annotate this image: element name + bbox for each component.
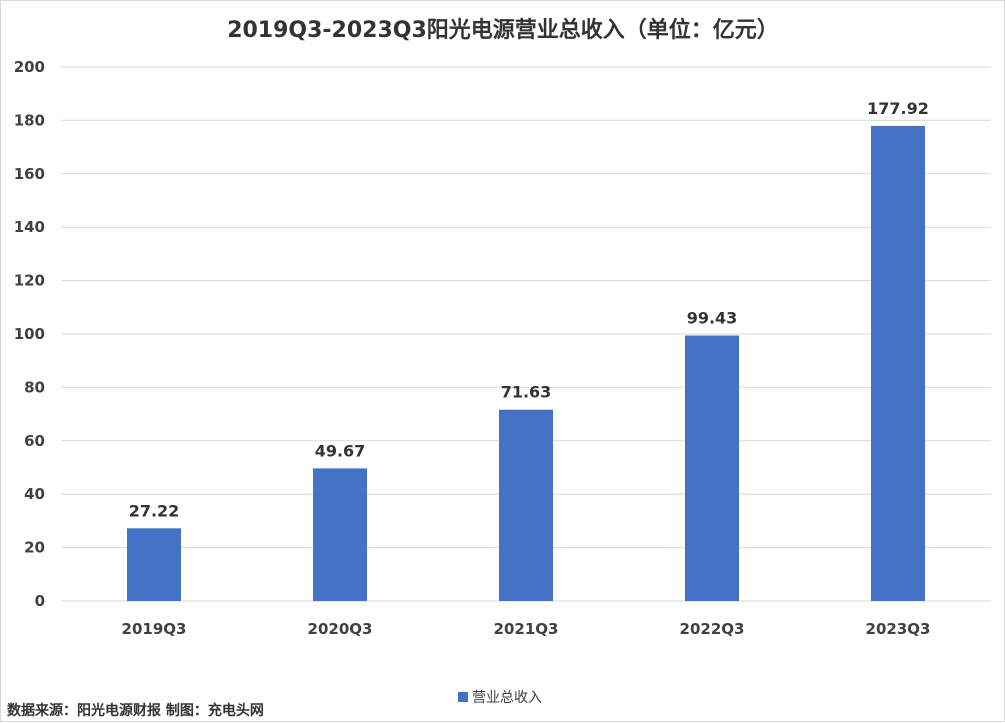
x-tick-label: 2021Q3	[494, 620, 559, 638]
y-tick-label: 140	[14, 218, 45, 236]
y-tick-label: 200	[14, 58, 45, 76]
gridlines	[61, 66, 991, 602]
y-tick-label: 100	[14, 325, 45, 343]
y-axis-tick-labels: 0 20 40 60 80 100 120 140 160 180 200	[14, 58, 45, 610]
legend-label: 营业总收入	[472, 690, 542, 706]
x-tick-label: 2022Q3	[680, 620, 745, 638]
bar-2019Q3[interactable]	[127, 528, 181, 601]
x-tick-label: 2023Q3	[866, 620, 931, 638]
bar-2020Q3[interactable]	[313, 468, 367, 601]
y-tick-label: 120	[14, 272, 45, 290]
bar-2021Q3[interactable]	[499, 409, 553, 601]
bar-2023Q3[interactable]	[871, 125, 925, 601]
data-label-2019Q3: 27.22	[129, 501, 180, 520]
bars	[127, 125, 925, 601]
x-tick-label: 2020Q3	[308, 620, 373, 638]
data-label-2021Q3: 71.63	[501, 383, 552, 402]
data-label-2023Q3: 177.92	[867, 99, 929, 118]
y-tick-label: 20	[24, 539, 45, 557]
x-tick-label: 2019Q3	[122, 620, 187, 638]
y-tick-label: 160	[14, 165, 45, 183]
source-note: 数据来源：阳光电源财报 制图：充电头网	[7, 702, 264, 719]
x-axis-tick-labels: 2019Q3 2020Q3 2021Q3 2022Q3 2023Q3	[122, 620, 931, 638]
y-tick-label: 60	[24, 432, 45, 450]
y-tick-label: 0	[35, 592, 45, 610]
data-labels: 27.22 49.67 71.63 99.43 177.92	[129, 99, 929, 520]
chart-title: 2019Q3-2023Q3阳光电源营业总收入（单位：亿元）	[227, 17, 779, 43]
legend-swatch	[458, 692, 468, 702]
y-tick-label: 40	[24, 485, 45, 503]
data-label-2022Q3: 99.43	[687, 309, 738, 328]
bar-2022Q3[interactable]	[685, 335, 739, 601]
y-tick-label: 180	[14, 111, 45, 129]
y-tick-label: 80	[24, 378, 45, 396]
legend[interactable]: 营业总收入	[458, 690, 542, 706]
data-label-2020Q3: 49.67	[315, 441, 366, 460]
